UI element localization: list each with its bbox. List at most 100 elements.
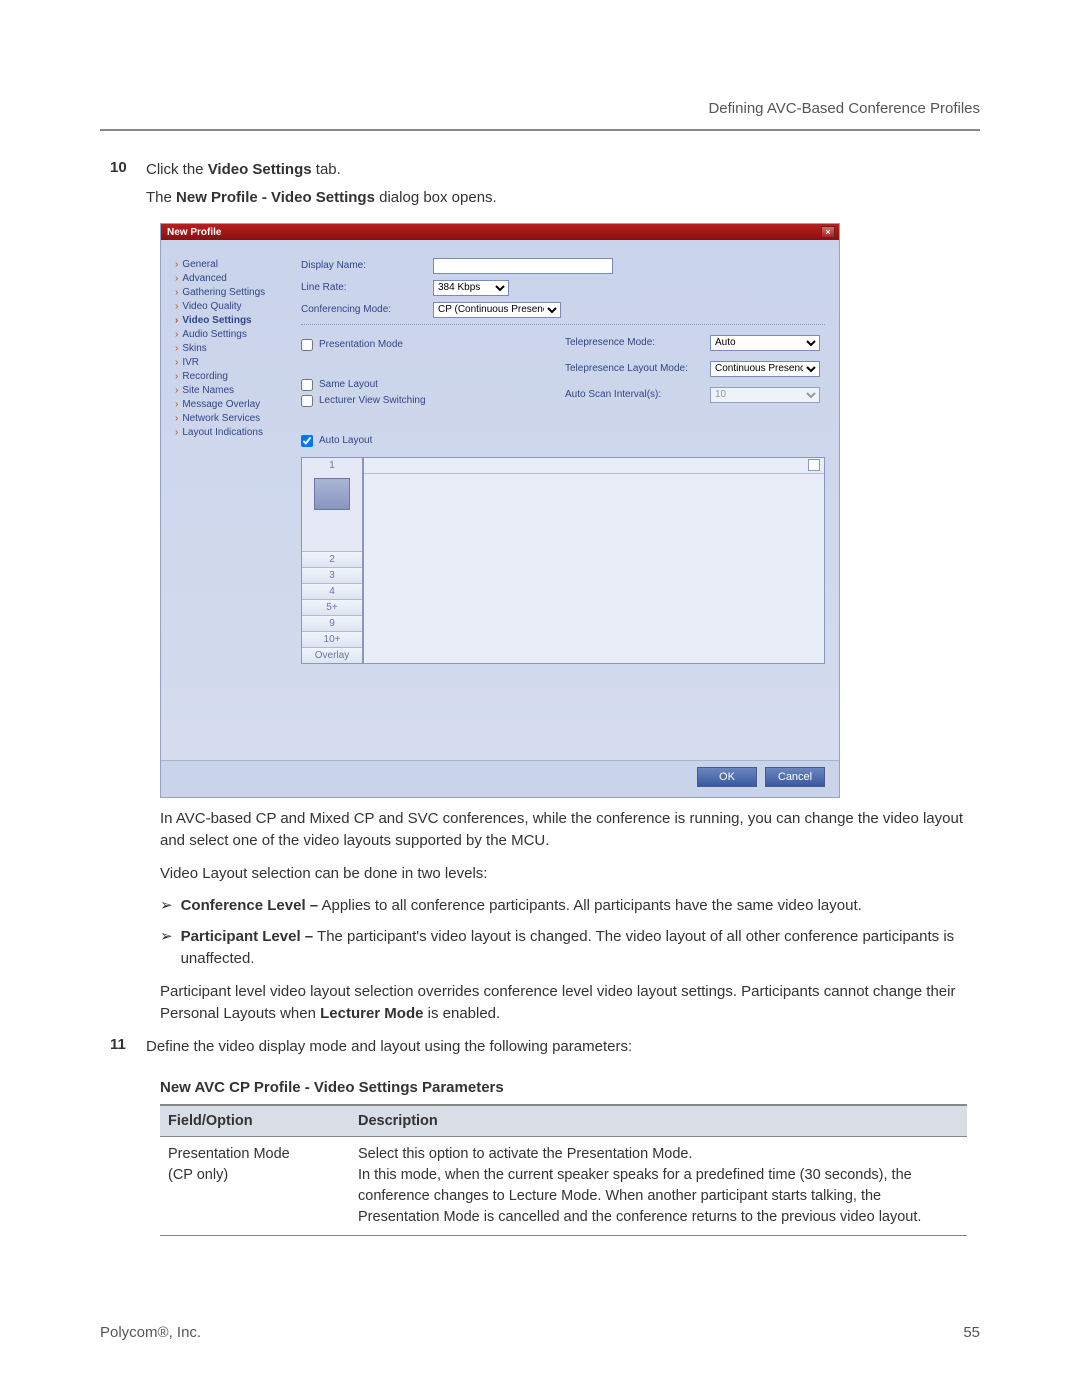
checkbox-label: Lecturer View Switching <box>319 395 426 406</box>
nav-gathering-settings[interactable]: ›Gathering Settings <box>175 286 289 300</box>
nav-video-settings[interactable]: › Video Settings <box>175 314 289 328</box>
layout-tab-5plus[interactable]: 5+ <box>302 600 362 616</box>
explanation-paragraph-3: Participant level video layout selection… <box>160 981 980 1026</box>
nav-general[interactable]: › General <box>175 258 289 272</box>
nav-label: Site Names <box>182 385 234 396</box>
display-name-input[interactable] <box>433 258 613 274</box>
chevron-icon: › <box>175 259 178 270</box>
checkbox-label: Same Layout <box>319 379 378 390</box>
auto-scan-interval-select: 10 <box>710 387 820 403</box>
nav-site-names[interactable]: › Site Names <box>175 384 289 398</box>
nav-label: Advanced <box>182 273 226 284</box>
footer-page-number: 55 <box>963 1324 980 1341</box>
line-rate-label: Line Rate: <box>301 282 433 293</box>
display-name-label: Display Name: <box>301 260 433 271</box>
page-footer: Polycom®, Inc. 55 <box>100 1324 980 1341</box>
nav-label: Message Overlay <box>182 399 260 410</box>
layout-tab-3[interactable]: 3 <box>302 568 362 584</box>
nav-label: General <box>182 259 218 270</box>
layout-tab-1[interactable]: 1 <box>302 458 362 552</box>
layout-tab-10plus[interactable]: 10+ <box>302 632 362 648</box>
step-number: 11 <box>110 1036 146 1064</box>
auto-layout-checkbox[interactable]: Auto Layout <box>301 435 496 447</box>
table-description-cell: Select this option to activate the Prese… <box>350 1137 967 1236</box>
text: tab. <box>312 161 341 178</box>
chevron-icon: › <box>175 315 178 326</box>
layout-tab-4[interactable]: 4 <box>302 584 362 600</box>
nav-label: Video Settings <box>182 315 251 326</box>
nav-ivr[interactable]: ›IVR <box>175 356 289 370</box>
checkbox-icon[interactable] <box>301 339 313 351</box>
text: Participant level video layout selection… <box>160 983 955 1023</box>
nav-label: Layout Indications <box>182 427 263 438</box>
page-header: Defining AVC-Based Conference Profiles <box>100 100 980 131</box>
layout-tab-overlay[interactable]: Overlay <box>302 648 362 663</box>
nav-audio-settings[interactable]: › Audio Settings <box>175 328 289 342</box>
checkbox-label: Auto Layout <box>319 435 372 446</box>
nav-label: Gathering Settings <box>182 287 265 298</box>
chevron-icon: › <box>175 371 178 382</box>
telepresence-layout-mode-label: Telepresence Layout Mode: <box>565 363 710 374</box>
chevron-icon: › <box>175 343 178 354</box>
nav-recording[interactable]: ›Recording <box>175 370 289 384</box>
nav-advanced[interactable]: › Advanced <box>175 272 289 286</box>
nav-label: Video Quality <box>182 301 241 312</box>
text: dialog box opens. <box>375 189 497 206</box>
nav-label: Audio Settings <box>182 329 247 340</box>
chevron-icon: › <box>175 399 178 410</box>
nav-layout-indications[interactable]: › Layout Indications <box>175 426 289 440</box>
nav-skins[interactable]: › Skins <box>175 342 289 356</box>
dialog-titlebar: New Profile × <box>161 224 839 240</box>
table-header-field: Field/Option <box>160 1105 350 1137</box>
checkbox-icon[interactable] <box>301 435 313 447</box>
step-11: 11 Define the video display mode and lay… <box>110 1036 980 1064</box>
bullet-conference-level: Conference Level – Applies to all confer… <box>160 895 980 918</box>
chevron-icon: › <box>175 273 178 284</box>
conferencing-mode-select[interactable]: CP (Continuous Presence) <box>433 302 561 318</box>
line-rate-select[interactable]: 384 Kbps <box>433 280 509 296</box>
chevron-icon: › <box>175 385 178 396</box>
bold-text: Video Settings <box>208 161 312 178</box>
checkbox-icon[interactable] <box>301 379 313 391</box>
layout-picker <box>363 457 825 664</box>
nav-network-services[interactable]: ›Network Services <box>175 412 289 426</box>
table-header-description: Description <box>350 1105 967 1137</box>
divider <box>301 324 825 325</box>
nav-message-overlay[interactable]: › Message Overlay <box>175 398 289 412</box>
step-10-line2: The New Profile - Video Settings dialog … <box>146 187 980 209</box>
presentation-mode-checkbox[interactable]: Presentation Mode <box>301 339 496 351</box>
table-row: Presentation Mode (CP only) Select this … <box>160 1137 967 1236</box>
layout-tab-2[interactable]: 2 <box>302 552 362 568</box>
desc-line: In this mode, when the current speaker s… <box>358 1165 959 1228</box>
field-line: (CP only) <box>168 1165 342 1186</box>
bold-text: New Profile - Video Settings <box>176 189 375 206</box>
explanation-paragraph-1: In AVC-based CP and Mixed CP and SVC con… <box>160 808 980 853</box>
layout-tab-9[interactable]: 9 <box>302 616 362 632</box>
lecturer-view-switching-checkbox[interactable]: Lecturer View Switching <box>301 395 496 407</box>
step-10: 10 Click the Video Settings tab. The New… <box>110 159 980 215</box>
layout-picker-dropdown-icon[interactable] <box>808 459 820 471</box>
checkbox-label: Presentation Mode <box>319 339 403 350</box>
nav-video-quality[interactable]: ›Video Quality <box>175 300 289 314</box>
telepresence-mode-select[interactable]: Auto <box>710 335 820 351</box>
bold-text: Lecturer Mode <box>320 1005 423 1022</box>
dialog-footer: OK Cancel <box>161 760 839 797</box>
chevron-icon: › <box>175 329 178 340</box>
text: is enabled. <box>423 1005 500 1022</box>
nav-label: Skins <box>182 343 206 354</box>
telepresence-layout-mode-select[interactable]: Continuous Presence (MLA) <box>710 361 820 377</box>
layout-picker-toolbar <box>364 458 824 474</box>
new-profile-dialog: New Profile × ›General ›Advanced ›Gather… <box>160 223 840 798</box>
text: The <box>146 189 176 206</box>
chevron-icon: › <box>175 427 178 438</box>
cancel-button[interactable]: Cancel <box>765 767 825 787</box>
checkbox-icon[interactable] <box>301 395 313 407</box>
same-layout-checkbox[interactable]: Same Layout <box>301 379 496 391</box>
step-10-line1: Click the Video Settings tab. <box>146 159 980 181</box>
close-button[interactable]: × <box>821 226 835 238</box>
text: Applies to all conference participants. … <box>318 897 862 914</box>
params-table: Field/Option Description Presentation Mo… <box>160 1104 967 1236</box>
nav-label: IVR <box>182 357 199 368</box>
ok-button[interactable]: OK <box>697 767 757 787</box>
text: Click the <box>146 161 208 178</box>
